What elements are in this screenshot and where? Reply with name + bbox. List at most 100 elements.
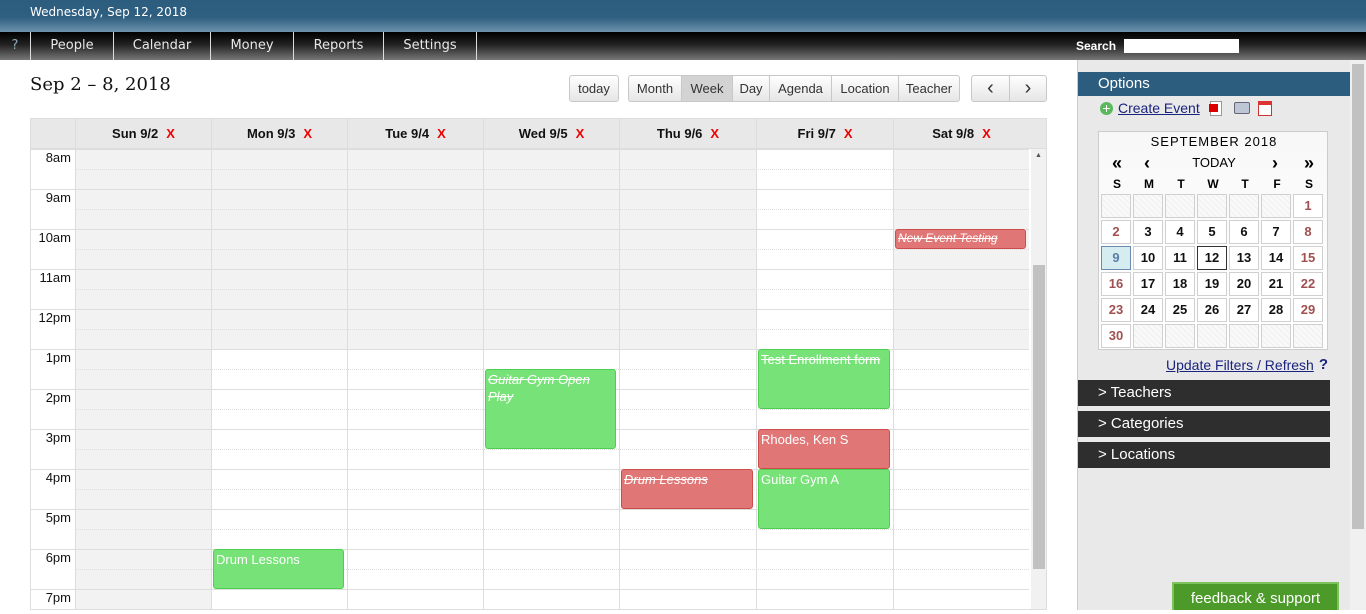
mini-day[interactable]: 26 (1197, 298, 1227, 322)
locations-section[interactable]: > Locations (1078, 442, 1330, 468)
mini-day[interactable]: 16 (1101, 272, 1131, 296)
time-label: 12pm (38, 310, 71, 325)
remove-day-button[interactable]: X (710, 126, 720, 141)
calendar-event[interactable]: Drum Lessons (213, 549, 344, 589)
remove-day-button[interactable]: X (437, 126, 446, 141)
half-hour-line (75, 289, 1029, 290)
mini-day[interactable]: 2 (1101, 220, 1131, 244)
scroll-up-arrow-icon[interactable]: ▲ (1035, 152, 1042, 159)
mini-day[interactable]: 24 (1133, 298, 1163, 322)
search-input[interactable] (1124, 39, 1240, 53)
pdf-icon[interactable] (1208, 100, 1222, 116)
remove-day-button[interactable]: X (166, 126, 175, 141)
empty-day (1133, 194, 1163, 218)
view-agenda-button[interactable]: Agenda (769, 75, 832, 102)
mini-day[interactable]: 20 (1229, 272, 1259, 296)
day-column[interactable] (211, 149, 347, 609)
help-icon[interactable]: ? (0, 32, 31, 60)
prev-week-button[interactable]: ‹ (971, 75, 1010, 102)
remove-day-button[interactable]: X (303, 126, 313, 141)
categories-section[interactable]: > Categories (1078, 411, 1330, 437)
next-year-button[interactable]: » (1303, 153, 1314, 173)
mini-day[interactable]: 22 (1293, 272, 1323, 296)
mini-day[interactable]: 10 (1133, 246, 1163, 270)
mini-day[interactable]: 6 (1229, 220, 1259, 244)
calendar-event[interactable]: Drum Lessons (621, 469, 753, 509)
calendar-export-icon[interactable] (1257, 100, 1272, 116)
day-column[interactable] (619, 149, 756, 609)
help-icon[interactable]: ? (1318, 356, 1328, 373)
view-location-button[interactable]: Location (831, 75, 899, 102)
next-month-button[interactable]: › (1272, 153, 1278, 173)
remove-day-button[interactable]: X (982, 126, 991, 141)
day-column[interactable] (75, 149, 211, 609)
mini-day[interactable]: 7 (1261, 220, 1291, 244)
half-hour-line (75, 209, 1029, 210)
hour-line (31, 509, 1029, 510)
remove-day-button[interactable]: X (843, 126, 853, 141)
day-column[interactable] (756, 149, 893, 609)
next-week-button[interactable]: › (1009, 75, 1047, 102)
calendar-event[interactable]: Rhodes, Ken S (758, 429, 890, 469)
view-month-button[interactable]: Month (628, 75, 682, 102)
mini-day[interactable]: 13 (1229, 246, 1259, 270)
mini-day[interactable]: 19 (1197, 272, 1227, 296)
mini-day[interactable]: 27 (1229, 298, 1259, 322)
mini-day[interactable]: 9 (1101, 246, 1131, 270)
day-column[interactable] (893, 149, 1029, 609)
hour-line (31, 589, 1029, 590)
mini-day[interactable]: 1 (1293, 194, 1323, 218)
day-column[interactable] (347, 149, 483, 609)
mini-day[interactable]: 5 (1197, 220, 1227, 244)
mini-day[interactable]: 29 (1293, 298, 1323, 322)
mini-day[interactable]: 8 (1293, 220, 1323, 244)
feedback-support-button[interactable]: feedback & support (1172, 582, 1339, 610)
time-label: 10am (38, 230, 71, 245)
nav-people[interactable]: People (31, 32, 114, 60)
calendar-event[interactable]: Test Enrollment form (758, 349, 890, 409)
teachers-section[interactable]: > Teachers (1078, 380, 1330, 406)
nav-settings[interactable]: Settings (384, 32, 477, 60)
mini-day[interactable]: 14 (1261, 246, 1291, 270)
nav-money[interactable]: Money (211, 32, 294, 60)
day-label: Mon 9/3 (246, 126, 296, 141)
calendar-event[interactable]: New Event Testing (895, 229, 1026, 249)
today-button[interactable]: today (569, 75, 619, 102)
mini-day[interactable]: 30 (1101, 324, 1131, 348)
view-day-button[interactable]: Day (732, 75, 770, 102)
plus-circle-icon[interactable] (1100, 101, 1113, 115)
view-week-button[interactable]: Week (681, 75, 733, 102)
calendar-event[interactable]: Guitar Gym Open Play (485, 369, 616, 449)
mini-day[interactable]: 3 (1133, 220, 1163, 244)
mini-day[interactable]: 11 (1165, 246, 1195, 270)
day-header: Wed 9/5 X (483, 119, 619, 149)
weekday-label: S (1112, 177, 1121, 191)
remove-day-button[interactable]: X (575, 126, 585, 141)
mini-day[interactable]: 28 (1261, 298, 1291, 322)
mini-day[interactable]: 4 (1165, 220, 1195, 244)
view-teacher-button[interactable]: Teacher (898, 75, 960, 102)
mini-day[interactable]: 17 (1133, 272, 1163, 296)
hour-line (31, 149, 1029, 150)
half-hour-line (75, 489, 1029, 490)
create-event-link[interactable]: Create Event (1118, 100, 1200, 116)
mini-day[interactable]: 21 (1261, 272, 1291, 296)
calendar-event[interactable]: Guitar Gym A (758, 469, 890, 529)
update-filters-link[interactable]: Update Filters / Refresh (1165, 356, 1314, 373)
hour-line (31, 269, 1029, 270)
mini-day[interactable]: 18 (1165, 272, 1195, 296)
nav-calendar[interactable]: Calendar (114, 32, 211, 60)
prev-month-button[interactable]: ‹ (1144, 153, 1150, 173)
weekday-label: S (1304, 177, 1313, 191)
mini-day[interactable]: 23 (1101, 298, 1131, 322)
mini-today-button[interactable]: TODAY (1192, 155, 1236, 170)
nav-reports[interactable]: Reports (294, 32, 384, 60)
calendar-scrollbar[interactable]: ▲ (1031, 149, 1046, 609)
mini-day[interactable]: 12 (1197, 246, 1227, 270)
print-icon[interactable] (1233, 102, 1250, 114)
empty-day (1197, 324, 1227, 348)
mini-day[interactable]: 15 (1293, 246, 1323, 270)
page-scrollbar-thumb[interactable] (1352, 64, 1364, 529)
prev-year-button[interactable]: « (1111, 153, 1122, 173)
mini-day[interactable]: 25 (1165, 298, 1195, 322)
